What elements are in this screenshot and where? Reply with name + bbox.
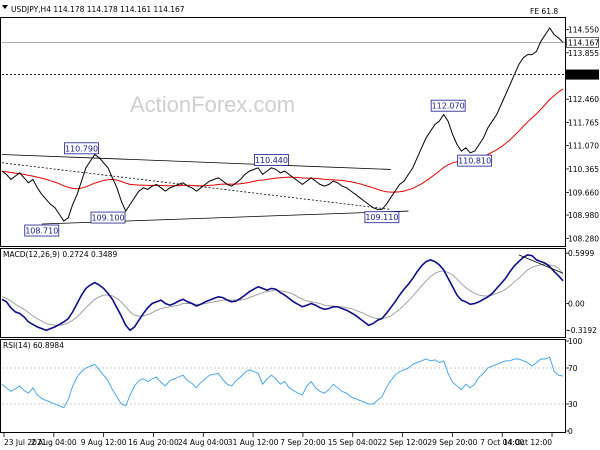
level-price-label: 113.200 [568, 71, 599, 80]
time-tick-label: 24 Aug 04:00 [178, 438, 229, 447]
annotation-label: 108.710 [25, 227, 58, 236]
annotation-box [254, 154, 289, 166]
time-tick-label: 23 Jul 2021 [4, 438, 47, 447]
annotation-label: 109.100 [91, 214, 124, 223]
price-tick-label: 113.855 [568, 49, 599, 58]
current-price-label: 114.167 [568, 38, 599, 47]
macd-tick-label: 0.00 [568, 299, 585, 308]
price-annotation: 109.110 [364, 211, 400, 224]
annotation-box [430, 99, 466, 112]
price-annotation: 110.440 [254, 154, 289, 166]
price-tick-label: 112.460 [568, 95, 599, 104]
fib-label: FE 61.8 [530, 7, 558, 16]
rsi-tick-label: 0 [568, 427, 573, 436]
macd-trend-line [518, 254, 564, 274]
time-tick-label: 31 Aug 12:00 [228, 438, 279, 447]
level-price-label-box [566, 69, 599, 80]
trend-line [1, 162, 391, 210]
price-line [1, 27, 564, 222]
price-tick-label: 111.070 [568, 141, 599, 150]
macd-line [1, 254, 564, 332]
annotation-box [90, 211, 126, 224]
annotation-label: 110.810 [458, 157, 491, 166]
time-tick-label: 9 Aug 12:00 [81, 438, 127, 447]
current-price-label-box [566, 37, 599, 48]
annotation-label: 110.440 [255, 156, 288, 165]
current-price-frame [566, 37, 599, 48]
time-tick-label: 7 Oct 04:00 [480, 438, 524, 447]
price-tick-label: 109.660 [568, 188, 599, 197]
price-tick-label: 114.550 [568, 26, 599, 35]
price-annotation: 110.810 [457, 154, 493, 167]
macd-signal-line [1, 263, 564, 326]
price-annotation: 112.070 [430, 99, 466, 112]
dropdown-triangle-icon [2, 5, 8, 9]
price-tick-label: 108.280 [568, 234, 599, 243]
watermark: ActionForex.com [130, 92, 295, 117]
rsi-line [1, 356, 564, 409]
time-tick-label: 15 Sep 04:00 [328, 438, 378, 447]
time-tick-label: 29 Sep 20:00 [427, 438, 477, 447]
time-tick-label: 7 Sep 20:00 [280, 438, 326, 447]
symbol-header: USDJPY,H4 114.178 114.178 114.161 114.16… [11, 5, 185, 14]
macd-header: MACD(12,26,9) 0.2724 0.3489 [3, 250, 117, 259]
annotation-box [64, 142, 99, 155]
time-tick-label: 14 Oct 12:00 [503, 438, 552, 447]
annotation-label: 112.070 [432, 102, 465, 111]
price-tick-label: 111.765 [568, 118, 599, 127]
annotation-box [364, 211, 400, 224]
time-tick-label: 22 Sep 12:00 [378, 438, 428, 447]
annotation-box [24, 224, 60, 237]
macd-tick-label: 0.5999 [568, 249, 594, 258]
rsi-tick-label: 70 [568, 364, 578, 373]
price-annotation: 109.100 [90, 211, 126, 224]
time-tick-label: 16 Aug 20:00 [128, 438, 179, 447]
price-tick-label: 110.365 [568, 165, 599, 174]
rsi-tick-label: 30 [568, 400, 578, 409]
rsi-tick-label: 100 [568, 337, 583, 346]
annotation-label: 109.110 [365, 213, 398, 222]
annotation-box [457, 154, 493, 167]
price-annotation: 108.710 [24, 224, 60, 237]
price-annotation: 110.790 [64, 142, 99, 155]
annotation-label: 110.790 [65, 144, 98, 153]
rsi-panel-frame [0, 339, 566, 433]
main-panel-frame [0, 17, 566, 247]
rsi-header: RSI(14) 60.8984 [3, 341, 64, 350]
price-tick-label: 108.980 [568, 211, 599, 220]
trend-line [1, 154, 391, 170]
macd-panel-frame [0, 248, 566, 338]
time-tick-label: 2 Aug 04:00 [31, 438, 77, 447]
macd-tick-label: -0.3192 [568, 326, 597, 335]
